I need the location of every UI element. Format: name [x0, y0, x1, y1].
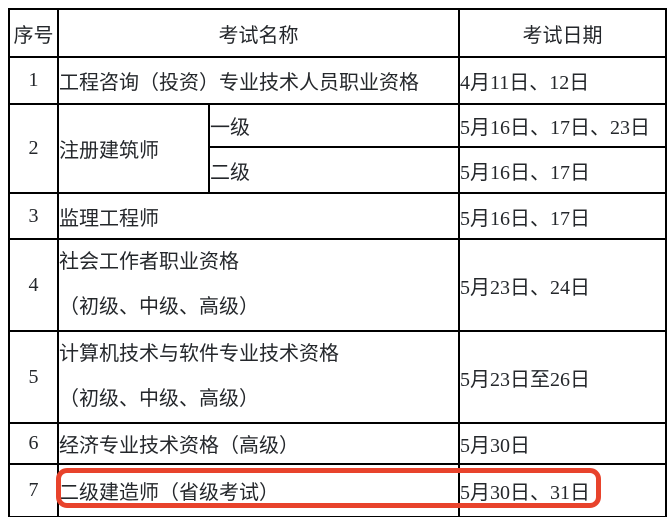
row4-number: 4	[8, 238, 59, 332]
row5-exam-name-line1: 计算机技术与软件专业技术资格	[59, 343, 339, 365]
table-row: 二级 5月16日、17日	[9, 146, 667, 194]
row4-exam-name-line2: （初级、中级、高级）	[59, 296, 259, 318]
row2-level-1: 一级	[208, 103, 460, 148]
row3-exam-name: 监理工程师	[57, 192, 460, 240]
row6-exam-name: 经济专业技术资格（高级）	[57, 422, 460, 465]
table-row-highlighted: 7 二级建造师（省级考试） 5月30日、31日	[8, 463, 667, 517]
row6-exam-date: 5月30日	[458, 422, 667, 465]
table-row: 2 注册建筑师 一级 5月16日、17日、23日	[8, 103, 667, 194]
row4-exam-date: 5月23日、24日	[458, 238, 667, 332]
row7-number: 7	[8, 463, 59, 517]
row1-number: 1	[8, 56, 59, 105]
row5-exam-name: 计算机技术与软件专业技术资格 （初级、中级、高级）	[57, 330, 460, 424]
row2-level-2-date: 5月16日、17日	[458, 146, 667, 194]
row2-level-1-date: 5月16日、17日、23日	[458, 103, 667, 148]
row5-exam-name-line2: （初级、中级、高级）	[59, 388, 259, 410]
row3-exam-date: 5月16日、17日	[458, 192, 667, 240]
row2-number: 2	[8, 103, 59, 194]
row1-exam-date: 4月11日、12日	[458, 56, 667, 105]
row6-number: 6	[8, 422, 59, 465]
table-header-row: 序号 考试名称 考试日期	[8, 8, 667, 58]
table-row: 4 社会工作者职业资格 （初级、中级、高级） 5月23日、24日	[8, 238, 667, 332]
row4-exam-name: 社会工作者职业资格 （初级、中级、高级）	[57, 238, 460, 332]
table-row: 3 监理工程师 5月16日、17日	[8, 192, 667, 240]
row7-exam-name: 二级建造师（省级考试）	[57, 463, 460, 517]
row5-exam-date: 5月23日至26日	[458, 330, 667, 424]
table-row: 5 计算机技术与软件专业技术资格 （初级、中级、高级） 5月23日至26日	[8, 330, 667, 424]
table-row: 6 经济专业技术资格（高级） 5月30日	[8, 422, 667, 465]
table-row: 1 工程咨询（投资）专业技术人员职业资格 4月11日、12日	[8, 56, 667, 105]
row7-exam-date: 5月30日、31日	[458, 463, 667, 517]
exam-schedule-table: 序号 考试名称 考试日期 1 工程咨询（投资）专业技术人员职业资格 4月11日、…	[8, 8, 667, 517]
row5-number: 5	[8, 330, 59, 424]
row2-exam-name: 注册建筑师	[57, 103, 210, 194]
header-exam-name: 考试名称	[57, 8, 460, 58]
row1-exam-name: 工程咨询（投资）专业技术人员职业资格	[57, 56, 460, 105]
row2-level-2: 二级	[208, 146, 460, 194]
row3-number: 3	[8, 192, 59, 240]
row4-exam-name-line1: 社会工作者职业资格	[59, 251, 239, 273]
header-serial-number: 序号	[8, 8, 59, 58]
header-exam-date: 考试日期	[458, 8, 667, 58]
